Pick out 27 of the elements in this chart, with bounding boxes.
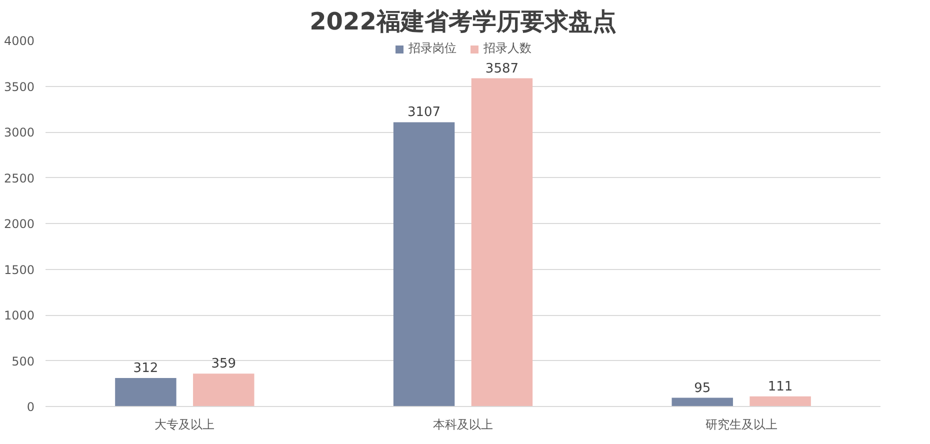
y-tick-label: 1500 bbox=[4, 262, 35, 277]
legend-label: 招录岗位 bbox=[408, 40, 456, 57]
x-tick-label: 研究生及以上 bbox=[705, 418, 778, 432]
bar bbox=[672, 398, 733, 406]
data-label: 312 bbox=[133, 360, 158, 376]
chart-title: 2022福建省考学历要求盘点 bbox=[310, 8, 616, 36]
x-tick-label: 本科及以上 bbox=[433, 418, 493, 432]
bar bbox=[750, 396, 811, 406]
y-tick-label: 1000 bbox=[4, 308, 35, 322]
bar bbox=[471, 78, 533, 406]
y-tick-label: 2000 bbox=[4, 217, 35, 231]
data-label: 3587 bbox=[485, 61, 519, 76]
y-tick-label: 0 bbox=[26, 400, 35, 414]
bar bbox=[115, 378, 176, 406]
y-tick-label: 4000 bbox=[4, 34, 35, 48]
data-label: 111 bbox=[768, 379, 793, 394]
y-tick-label: 500 bbox=[12, 354, 34, 368]
legend-label: 招录人数 bbox=[484, 40, 532, 57]
x-tick-label: 大专及以上 bbox=[154, 418, 215, 432]
y-tick-label: 2500 bbox=[4, 171, 35, 186]
data-label: 95 bbox=[694, 380, 711, 396]
y-tick-label: 3000 bbox=[4, 126, 35, 140]
data-label: 359 bbox=[211, 356, 236, 372]
y-tick-label: 3500 bbox=[4, 80, 35, 94]
bar bbox=[393, 122, 455, 406]
data-label: 3107 bbox=[407, 105, 441, 120]
bar bbox=[193, 374, 254, 406]
